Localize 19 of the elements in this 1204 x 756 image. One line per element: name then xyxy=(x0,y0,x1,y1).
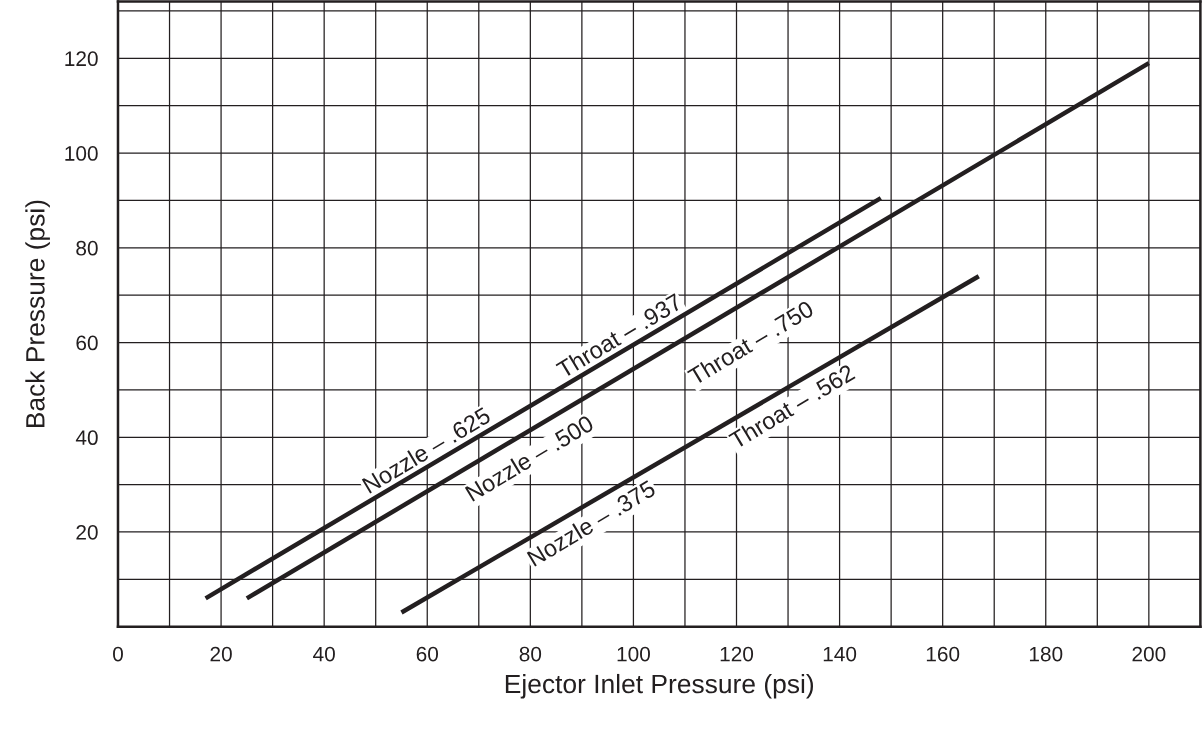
x-axis-title: Ejector Inlet Pressure (psi) xyxy=(505,673,814,699)
y-tick-label: 100 xyxy=(65,146,98,161)
y-tick-label: 20 xyxy=(76,525,98,540)
x-tick-label: 80 xyxy=(519,646,542,662)
x-tick-label: 160 xyxy=(926,646,960,662)
x-tick-label: 140 xyxy=(823,646,857,662)
y-axis-title: Back Pressure (psi) xyxy=(25,200,50,428)
y-tick-label: 120 xyxy=(65,51,98,67)
x-tick-label: 0 xyxy=(113,646,123,662)
y-tick-label: 40 xyxy=(75,430,98,446)
x-tick-label: 120 xyxy=(720,646,754,662)
x-tick-label: 100 xyxy=(617,646,650,662)
y-tick-label: 80 xyxy=(76,240,98,256)
y-tick-label: 60 xyxy=(76,335,98,351)
x-tick-label: 180 xyxy=(1029,646,1063,662)
x-tick-label: 60 xyxy=(416,646,439,662)
x-tick-label: 20 xyxy=(210,646,232,662)
x-tick-label: 40 xyxy=(313,646,335,662)
x-tick-label: 200 xyxy=(1132,646,1166,662)
